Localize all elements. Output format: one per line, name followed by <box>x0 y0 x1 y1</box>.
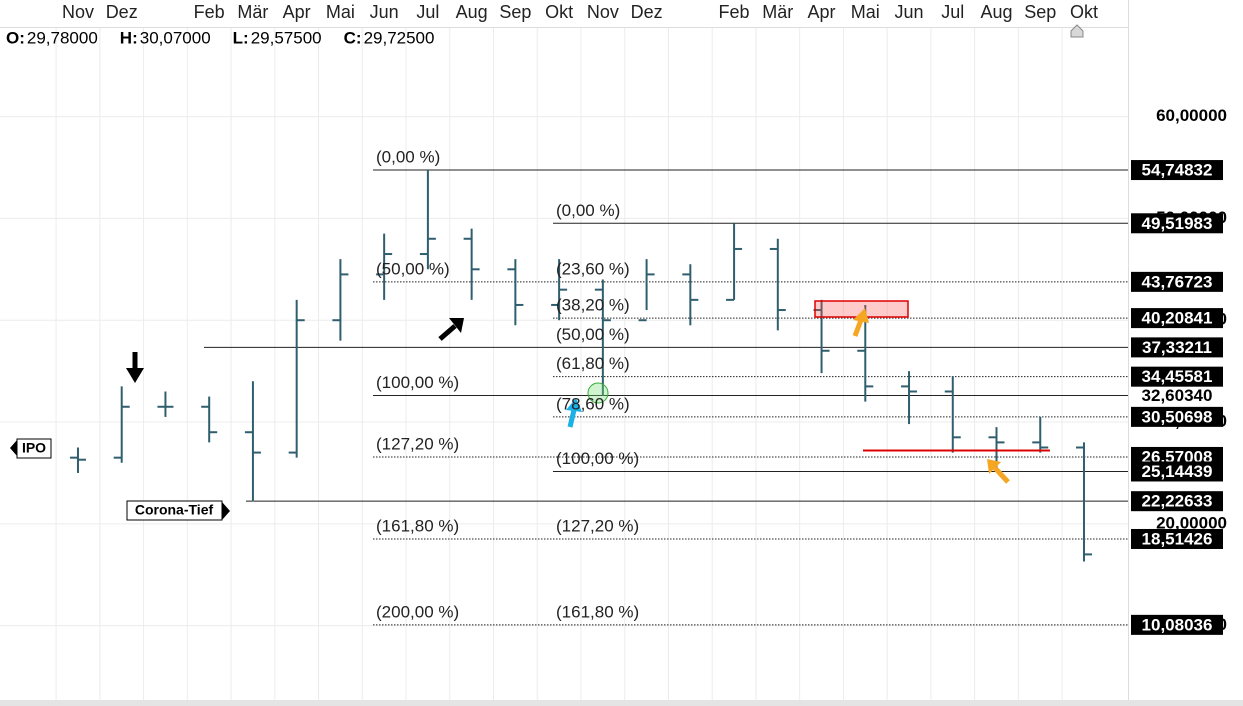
x-tick-label: Nov <box>587 2 619 22</box>
price-label: 25,14439 <box>1142 462 1213 481</box>
price-label: 49,51983 <box>1142 214 1213 233</box>
x-tick-label: Feb <box>194 2 225 22</box>
price-label: 37,33211 <box>1142 338 1212 357</box>
annotation-text: IPO <box>22 440 46 456</box>
info-key: C: <box>344 28 362 47</box>
y-tick-label: 60,00000 <box>1156 106 1227 125</box>
x-tick-label: Mär <box>237 2 268 22</box>
info-value: 29,78000 <box>27 28 98 47</box>
price-box <box>1131 308 1223 329</box>
price-box <box>1131 528 1223 549</box>
highlight-circle <box>587 382 609 404</box>
fib-label: (23,60 %) <box>556 259 630 278</box>
price-label: 34,45581 <box>1142 367 1213 386</box>
x-tick-label: Okt <box>545 2 573 22</box>
info-value: 29,57500 <box>251 28 322 47</box>
fib-label: (0,00 %) <box>556 201 620 220</box>
info-key: L: <box>233 28 249 47</box>
price-box <box>1131 406 1223 427</box>
price-label: 22,22633 <box>1142 492 1213 511</box>
price-label: 30,50698 <box>1142 407 1213 426</box>
fib-label: (50,00 %) <box>376 259 450 278</box>
annotation-text: Corona-Tief <box>135 502 214 518</box>
fib-label: (0,00 %) <box>376 148 440 167</box>
fib-label: (38,20 %) <box>556 296 630 315</box>
price-label: 54,74832 <box>1142 161 1213 180</box>
labels: Nov Dez Feb Mär Apr Mai Jun Jul Aug Sep Okt Nov Dez F… <box>6 2 1227 635</box>
price-label: 32,60340 <box>1142 386 1213 405</box>
info-value: 30,07000 <box>140 28 211 47</box>
x-tick-label: Dez <box>631 2 663 22</box>
y-tick-label: 20,00000 <box>1156 513 1227 532</box>
x-tick-label: Jun <box>895 2 924 22</box>
fib-label: (161,80 %) <box>376 516 459 535</box>
info-key: O: <box>6 28 25 47</box>
x-tick-label: Apr <box>283 2 311 22</box>
fib-label: (78,60 %) <box>556 394 630 413</box>
ipo-label: IPO <box>10 438 52 459</box>
x-tick-label: Nov <box>62 2 94 22</box>
x-tick-label: Aug <box>456 2 488 22</box>
fib-label: (61,80 %) <box>556 354 630 373</box>
price-box <box>1131 614 1223 635</box>
arrow <box>852 308 869 337</box>
scrollbar <box>0 700 1243 706</box>
price-box <box>1131 491 1223 512</box>
corona-label: Corona-Tief <box>126 500 230 521</box>
price-box <box>1131 461 1223 482</box>
info-value: 29,72500 <box>364 28 435 47</box>
x-tick-label: Aug <box>980 2 1012 22</box>
price-label: 40,20841 <box>1142 309 1213 328</box>
x-tick-label: Jul <box>416 2 439 22</box>
x-tick-label: Sep <box>1024 2 1056 22</box>
price-box <box>1131 213 1223 234</box>
price-label: 43,76723 <box>1142 272 1213 291</box>
fib-label: (161,80 %) <box>556 602 639 621</box>
x-tick-label: Sep <box>499 2 531 22</box>
fib-label: (200,00 %) <box>376 602 459 621</box>
x-tick-label: Feb <box>719 2 750 22</box>
grid <box>0 28 1128 700</box>
arrow <box>438 318 464 341</box>
price-box <box>1131 271 1223 292</box>
arrow <box>987 459 1010 484</box>
fib-label: (50,00 %) <box>556 325 630 344</box>
scroll-icon <box>1070 24 1084 38</box>
x-tick-label: Okt <box>1070 2 1098 22</box>
fib-label: (100,00 %) <box>556 449 639 468</box>
arrow <box>566 398 582 428</box>
price-label: 18,51426 <box>1142 529 1213 548</box>
price-box <box>1131 337 1223 358</box>
x-tick-label: Mai <box>851 2 880 22</box>
fib-label: (127,20 %) <box>376 434 459 453</box>
x-tick-label: Apr <box>808 2 836 22</box>
levels <box>204 169 1128 626</box>
arrow <box>126 352 144 383</box>
fib-label: (127,20 %) <box>556 516 639 535</box>
x-tick-label: Mai <box>326 2 355 22</box>
info-key: H: <box>120 28 138 47</box>
price-box <box>1131 366 1223 387</box>
fib-label: (100,00 %) <box>376 373 459 392</box>
price-label: 10,08036 <box>1142 615 1213 634</box>
x-tick-label: Jun <box>370 2 399 22</box>
x-tick-label: Mär <box>762 2 793 22</box>
price-box <box>1131 160 1223 181</box>
x-tick-label: Jul <box>941 2 964 22</box>
x-tick-label: Dez <box>106 2 138 22</box>
